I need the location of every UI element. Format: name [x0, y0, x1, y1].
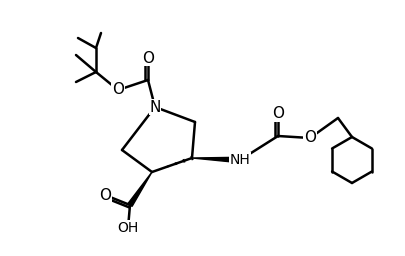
Text: O: O: [142, 50, 153, 66]
Text: O: O: [112, 82, 124, 98]
Text: N: N: [149, 100, 160, 114]
Text: OH: OH: [117, 221, 138, 235]
Polygon shape: [192, 157, 239, 163]
Text: O: O: [303, 131, 315, 145]
Text: O: O: [99, 187, 111, 202]
Text: O: O: [271, 106, 284, 122]
Text: NH: NH: [229, 153, 250, 167]
Polygon shape: [128, 172, 151, 206]
